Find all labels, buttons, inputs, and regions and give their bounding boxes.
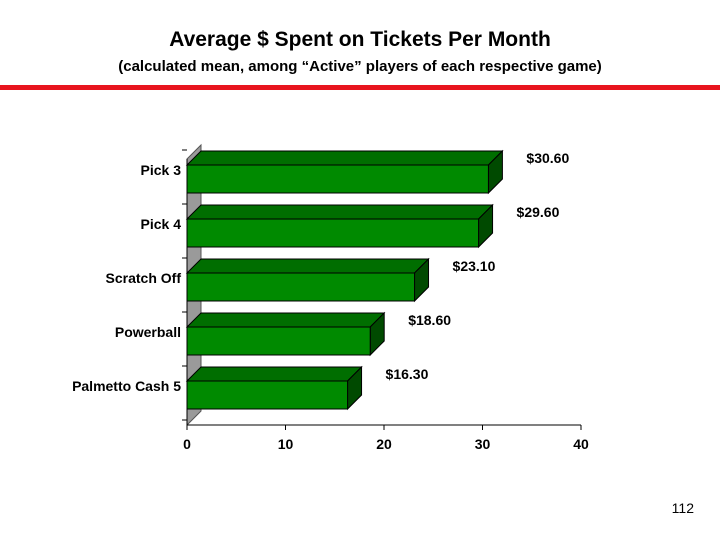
data-label: $30.60 <box>526 150 569 166</box>
bar-top-face <box>185 204 494 220</box>
page-number: 112 <box>671 500 694 516</box>
category-label: Scratch Off <box>106 270 182 286</box>
value-axis-tick-label: 40 <box>573 436 589 452</box>
bar <box>186 326 371 356</box>
data-label: $29.60 <box>517 204 560 220</box>
red-divider <box>0 85 720 90</box>
value-axis-tick-label: 0 <box>183 436 191 452</box>
category-label: Powerball <box>115 324 181 340</box>
category-label: Pick 3 <box>141 162 182 178</box>
bar-top-face <box>185 258 430 274</box>
bar <box>186 272 416 302</box>
value-axis-tick-label: 20 <box>376 436 392 452</box>
bar-top-face <box>185 150 504 166</box>
value-axis-tick-label: 10 <box>278 436 294 452</box>
chart-title: Average $ Spent on Tickets Per Month <box>169 28 551 51</box>
data-label: $18.60 <box>408 312 451 328</box>
bar <box>186 218 480 248</box>
category-label: Palmetto Cash 5 <box>72 378 181 394</box>
bar-top-face <box>185 312 386 328</box>
bar-top-face <box>185 366 363 382</box>
chart-subtitle: (calculated mean, among “Active” players… <box>118 58 602 75</box>
bar <box>186 164 489 194</box>
category-label: Pick 4 <box>141 216 182 232</box>
data-label: $23.10 <box>453 258 496 274</box>
data-label: $16.30 <box>386 366 429 382</box>
value-axis-tick-label: 30 <box>475 436 491 452</box>
bar <box>186 380 349 410</box>
